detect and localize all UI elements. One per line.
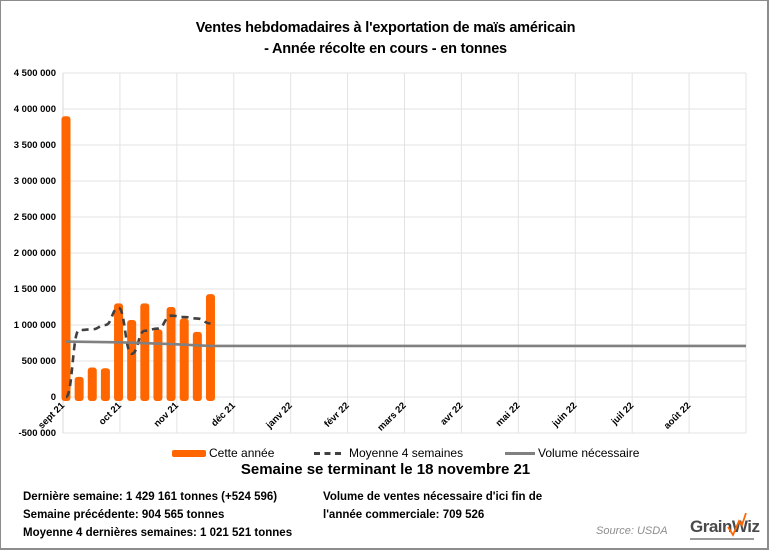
y-tick-label: 500 000 (22, 356, 56, 367)
logo-arrow-icon (727, 513, 747, 537)
y-tick-label: 3 500 000 (14, 140, 56, 151)
bar (100, 368, 110, 401)
bar (61, 116, 71, 401)
y-tick-label: 1 500 000 (14, 284, 56, 295)
bar (153, 329, 163, 401)
y-tick-label: 3 000 000 (14, 176, 56, 187)
week-ending-subtitle: Semaine se terminant le 18 novembre 21 (240, 461, 531, 478)
stat-needed-line1: Volume de ventes nécessaire d'ici fin de (323, 491, 543, 503)
chart-title-line1: Ventes hebdomadaires à l'exportation de … (195, 20, 576, 36)
chart-title-line2: - Année récolte en cours - en tonnes (264, 41, 507, 57)
legend-label-cette-annee: Cette année (209, 446, 275, 460)
source-label: Source: USDA (596, 525, 668, 537)
y-tick-label: 4 500 000 (14, 68, 56, 79)
bars-cette-annee (61, 116, 215, 401)
stats-right: Volume de ventes nécessaire d'ici fin de… (323, 488, 542, 524)
legend-swatch-solid (505, 451, 535, 455)
bar (192, 331, 202, 401)
stats-left: Dernière semaine: 1 429 161 tonnes (+524… (23, 488, 292, 542)
x-axis-ticks: sept 21 oct 21 nov 21 déc 21 janv 22 févr 22 m… (36, 400, 693, 434)
y-axis-ticks: 4 500 000 4 000 000 3 500 000 3 000 000 2 50… (14, 68, 56, 439)
x-tick-label: mars 22 (375, 400, 408, 433)
line-volume-necessaire (65, 340, 746, 348)
legend-item-moyenne: Moyenne 4 semaines (314, 446, 463, 460)
bar (205, 294, 215, 401)
stat-avg-4-weeks: Moyenne 4 dernières semaines: 1 021 521 … (23, 527, 293, 539)
bar (127, 319, 137, 401)
bar (179, 318, 189, 401)
y-tick-label: -500 000 (18, 428, 56, 439)
logo-tagline (690, 538, 754, 540)
y-tick-label: 0 (51, 392, 56, 403)
y-tick-label: 2 500 000 (14, 212, 56, 223)
stat-previous-week: Semaine précédente: 904 565 tonnes (23, 509, 225, 521)
grainwiz-logo: GrainWiz (690, 513, 760, 543)
bar (114, 303, 124, 401)
legend-swatch-bar (172, 449, 206, 457)
y-tick-label: 4 000 000 (14, 104, 56, 115)
bar (87, 367, 97, 401)
line-moyenne-4-semaines (64, 306, 211, 399)
legend-item-volume: Volume nécessaire (505, 446, 639, 460)
legend-swatch-dashed (314, 451, 341, 455)
gridlines (62, 72, 747, 434)
legend-label-moyenne: Moyenne 4 semaines (349, 446, 464, 460)
lines (64, 306, 746, 399)
bar (74, 376, 84, 401)
stat-last-week: Dernière semaine: 1 429 161 tonnes (+524… (23, 491, 278, 503)
stat-needed-line2: l'année commerciale: 709 526 (323, 509, 485, 521)
x-tick-label: janv 22 (264, 400, 295, 431)
y-tick-label: 1 000 000 (14, 320, 56, 331)
y-tick-label: 2 000 000 (14, 248, 56, 259)
bar (166, 307, 176, 401)
x-tick-label: août 22 (662, 400, 693, 431)
bar (140, 303, 150, 401)
legend-item-cette-annee: Cette année (172, 446, 274, 460)
legend-label-volume: Volume nécessaire (538, 446, 640, 460)
